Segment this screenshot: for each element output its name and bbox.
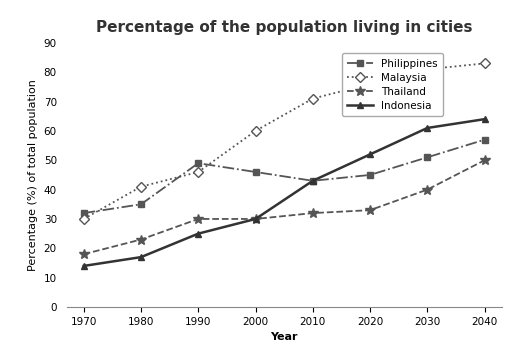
Malaysia	[310, 96, 316, 101]
Philippines	[367, 173, 373, 177]
Malaysia	[481, 61, 487, 66]
Legend: Philippines, Malaysia, Thailand, Indonesia: Philippines, Malaysia, Thailand, Indones…	[342, 53, 443, 116]
Indonesia	[81, 264, 87, 268]
Indonesia	[252, 217, 259, 221]
Indonesia	[310, 178, 316, 183]
Line: Philippines: Philippines	[81, 137, 487, 216]
Title: Percentage of the population living in cities: Percentage of the population living in c…	[96, 20, 473, 35]
Thailand	[481, 158, 487, 162]
Philippines	[195, 161, 201, 165]
Line: Thailand: Thailand	[79, 155, 489, 259]
Philippines	[81, 211, 87, 215]
Indonesia	[138, 255, 144, 259]
Thailand	[195, 217, 201, 221]
Line: Indonesia: Indonesia	[80, 116, 488, 270]
Philippines	[424, 155, 431, 160]
Y-axis label: Percentage (%) of total population: Percentage (%) of total population	[28, 79, 38, 271]
Philippines	[252, 170, 259, 174]
Indonesia	[367, 152, 373, 156]
Indonesia	[481, 117, 487, 121]
Philippines	[481, 137, 487, 142]
Thailand	[367, 208, 373, 212]
Malaysia	[195, 170, 201, 174]
Malaysia	[252, 129, 259, 133]
Philippines	[310, 178, 316, 183]
X-axis label: Year: Year	[270, 332, 298, 342]
Thailand	[81, 252, 87, 256]
Thailand	[424, 187, 431, 192]
Indonesia	[424, 126, 431, 130]
Thailand	[252, 217, 259, 221]
Malaysia	[81, 217, 87, 221]
Malaysia	[138, 185, 144, 189]
Thailand	[138, 237, 144, 242]
Malaysia	[424, 67, 431, 71]
Thailand	[310, 211, 316, 215]
Malaysia	[367, 82, 373, 86]
Line: Malaysia: Malaysia	[80, 60, 488, 222]
Philippines	[138, 202, 144, 206]
Indonesia	[195, 231, 201, 236]
